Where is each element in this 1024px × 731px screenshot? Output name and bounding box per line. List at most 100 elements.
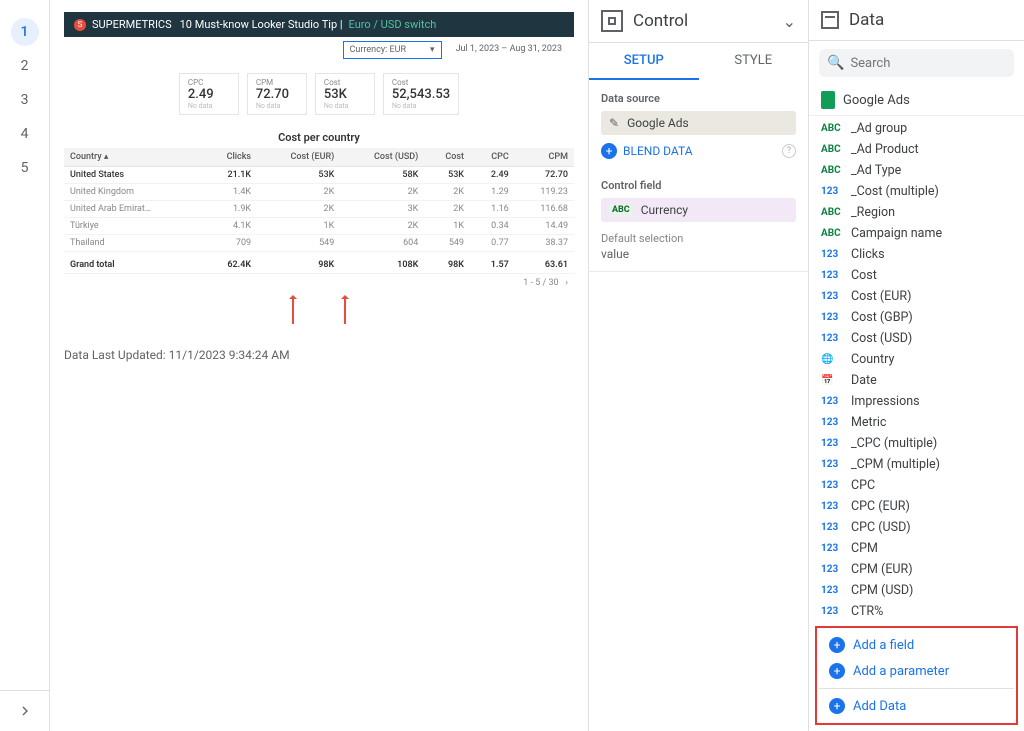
scorecard[interactable]: CPM72.70No data <box>247 73 307 115</box>
field-item[interactable]: 🌐Country <box>809 349 1024 370</box>
help-icon[interactable]: ? <box>782 144 796 158</box>
plus-icon: + <box>829 637 845 653</box>
field-item[interactable]: 123CPM (EUR) <box>809 559 1024 580</box>
data-source-label: Data source <box>589 80 808 111</box>
column-header[interactable]: Cost (USD) <box>340 148 424 167</box>
report-preview: S SUPERMETRICS 10 Must-know Looker Studi… <box>64 12 574 334</box>
field-type-icon: 123 <box>821 312 845 323</box>
field-type-icon: ABC <box>821 207 845 218</box>
dropdown-caret-icon: ▾ <box>430 45 435 55</box>
field-type-icon: ABC <box>821 144 845 155</box>
column-header[interactable]: CPC <box>470 148 515 167</box>
field-item[interactable]: 123Clicks <box>809 244 1024 265</box>
google-ads-icon <box>821 91 835 109</box>
field-item[interactable]: 123_CPC (multiple) <box>809 433 1024 454</box>
page-rail: 1 2 3 4 5 <box>0 0 50 731</box>
type-badge-abc: ABC <box>609 204 633 216</box>
field-type-icon: 123 <box>821 543 845 554</box>
column-header[interactable]: Cost <box>424 148 470 167</box>
currency-control[interactable]: Currency: EUR ▾ <box>343 41 442 59</box>
field-item[interactable]: 123Cost (USD) <box>809 328 1024 349</box>
page-thumb-2[interactable]: 2 <box>11 52 39 80</box>
chevron-right-icon[interactable]: › <box>565 278 568 288</box>
field-item[interactable]: 123_Cost (multiple) <box>809 181 1024 202</box>
field-item[interactable]: ABC_Ad group <box>809 118 1024 139</box>
field-type-icon: 123 <box>821 606 845 617</box>
field-item[interactable]: 123Metric <box>809 412 1024 433</box>
data-source-chip[interactable]: ✎ Google Ads <box>601 111 796 135</box>
scorecard[interactable]: CPC2.49No data <box>179 73 239 115</box>
field-item[interactable]: ABC_Ad Type <box>809 160 1024 181</box>
field-type-icon: 123 <box>821 438 845 449</box>
field-type-icon: 123 <box>821 396 845 407</box>
field-type-icon: 123 <box>821 585 845 596</box>
field-item[interactable]: 123Cost (EUR) <box>809 286 1024 307</box>
add-data-button[interactable]: + Add Data <box>819 693 1014 719</box>
page-thumb-4[interactable]: 4 <box>11 120 39 148</box>
field-item[interactable]: 123_CPM (multiple) <box>809 454 1024 475</box>
chevron-down-icon[interactable]: ⌄ <box>783 12 796 31</box>
control-field-label: Control field <box>589 167 808 198</box>
add-field-button[interactable]: + Add a field <box>819 632 1014 658</box>
default-selection-value[interactable]: value <box>589 247 808 272</box>
field-item[interactable]: 123Cost (GBP) <box>809 307 1024 328</box>
field-type-icon: 🌐 <box>821 354 845 365</box>
page-thumb-5[interactable]: 5 <box>11 154 39 182</box>
add-parameter-button[interactable]: + Add a parameter <box>819 658 1014 684</box>
field-type-icon: 123 <box>821 291 845 302</box>
table-row[interactable]: United Kingdom1.4K2K2K2K1.29119.23 <box>64 184 574 201</box>
column-header[interactable]: Clicks <box>203 148 257 167</box>
field-item[interactable]: 📅Date <box>809 370 1024 391</box>
field-item[interactable]: 123CPC (USD) <box>809 517 1024 538</box>
field-item[interactable]: ABC_Region <box>809 202 1024 223</box>
control-field-chip[interactable]: ABC Currency <box>601 198 796 222</box>
table-row[interactable]: United Arab Emirat…1.9K2K3K2K1.16116.68 <box>64 201 574 218</box>
field-type-icon: 123 <box>821 501 845 512</box>
field-item[interactable]: 123CPC <box>809 475 1024 496</box>
column-header[interactable]: Country ▴ <box>64 148 203 167</box>
field-item[interactable]: 123CPM <box>809 538 1024 559</box>
blend-data-button[interactable]: BLEND DATA <box>623 144 693 158</box>
field-item[interactable]: ABCCampaign name <box>809 223 1024 244</box>
date-range-control[interactable]: Jul 1, 2023 – Aug 31, 2023 <box>450 41 568 59</box>
field-item[interactable]: 123CPC (EUR) <box>809 496 1024 517</box>
brand-logo-icon: S <box>74 19 86 31</box>
plus-icon: + <box>601 143 617 159</box>
field-item[interactable]: ABC_Ad Product <box>809 139 1024 160</box>
data-source-row[interactable]: Google Ads <box>809 85 1024 115</box>
table-pager[interactable]: 1 - 5 / 30 › <box>64 274 574 292</box>
table-title: Cost per country <box>64 131 574 144</box>
report-title: 10 Must-know Looker Studio Tip | <box>180 18 343 31</box>
table-row[interactable]: Türkiye4.1K1K2K1K0.3414.49 <box>64 218 574 235</box>
page-thumb-3[interactable]: 3 <box>11 86 39 114</box>
field-type-icon: 123 <box>821 522 845 533</box>
plus-icon: + <box>829 698 845 714</box>
page-thumb-1[interactable]: 1 <box>11 18 39 46</box>
tab-setup[interactable]: SETUP <box>589 43 699 80</box>
field-type-icon: ABC <box>821 228 845 239</box>
field-item[interactable]: 123Cost <box>809 265 1024 286</box>
scorecard[interactable]: Cost52,543.53No data <box>383 73 459 115</box>
tab-style[interactable]: STYLE <box>699 43 809 80</box>
field-type-icon: 123 <box>821 270 845 281</box>
field-type-icon: ABC <box>821 123 845 134</box>
field-type-icon: 123 <box>821 480 845 491</box>
field-type-icon: 123 <box>821 564 845 575</box>
column-header[interactable]: Cost (EUR) <box>257 148 340 167</box>
field-type-icon: 123 <box>821 249 845 260</box>
canvas: S SUPERMETRICS 10 Must-know Looker Studi… <box>50 0 589 731</box>
pencil-icon: ✎ <box>609 116 619 130</box>
annotation-arrows <box>64 292 574 334</box>
scorecard[interactable]: Cost53KNo data <box>315 73 375 115</box>
table-row[interactable]: United States21.1K53K58K53K2.4972.70 <box>64 167 574 184</box>
table-row[interactable]: Thailand7095496045490.7738.37 <box>64 235 574 252</box>
page-rail-expand[interactable] <box>0 690 49 731</box>
field-item[interactable]: 123CTR% <box>809 601 1024 622</box>
column-header[interactable]: CPM <box>515 148 574 167</box>
search-icon: 🔍 <box>827 55 844 71</box>
field-search[interactable]: 🔍 <box>819 49 1014 77</box>
field-item[interactable]: 123CPM (USD) <box>809 580 1024 601</box>
report-subtitle: Euro / USD switch <box>349 18 437 31</box>
field-item[interactable]: 123Impressions <box>809 391 1024 412</box>
search-input[interactable] <box>850 56 1006 71</box>
